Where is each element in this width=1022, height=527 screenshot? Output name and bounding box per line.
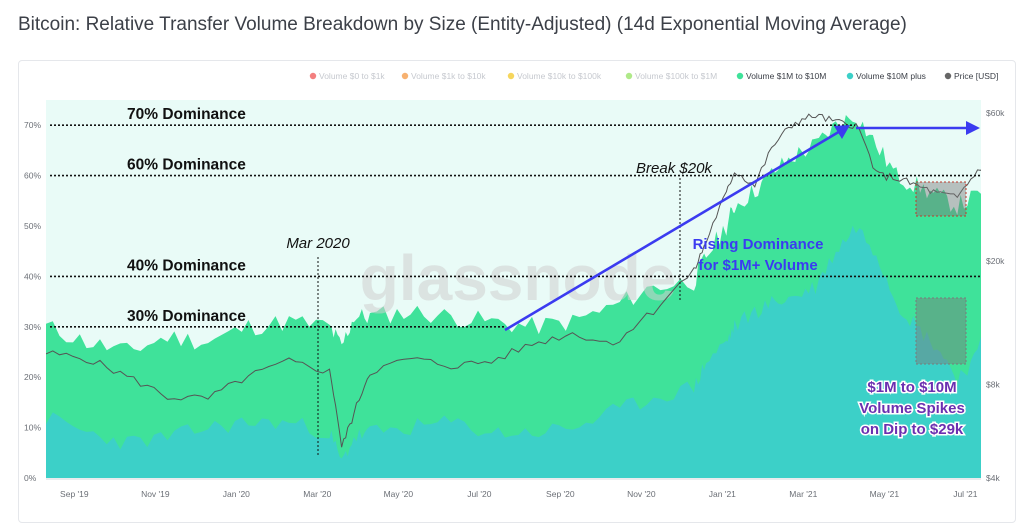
y-right-tick-label: $4k: [986, 473, 1000, 483]
x-tick-label: Mar '21: [789, 489, 817, 499]
x-tick-label: May '20: [384, 489, 414, 499]
x-tick-label: Jul '20: [467, 489, 492, 499]
dominance-label: 30% Dominance: [127, 308, 246, 325]
dominance-label: 70% Dominance: [127, 106, 246, 123]
legend-swatch-icon: [625, 72, 633, 80]
legend-label[interactable]: Volume $10M plus: [856, 71, 926, 81]
legend-swatch-icon: [944, 72, 952, 80]
legend-item[interactable]: Volume $10M plus: [846, 71, 926, 81]
y-tick-label: 10%: [24, 423, 41, 433]
x-tick-label: Sep '20: [546, 489, 575, 499]
legend-label[interactable]: Volume $0 to $1k: [319, 71, 385, 81]
series-area-10m-plus[interactable]: [46, 225, 998, 478]
x-tick-label: May '21: [870, 489, 900, 499]
legend-item[interactable]: Volume $10k to $100k: [507, 71, 602, 81]
annotation-rising-dominance-sub: for $1M+ Volume: [698, 257, 817, 274]
annotation-rising-dominance: Rising Dominance: [693, 236, 824, 253]
legend[interactable]: Volume $0 to $1k Volume $1k to $10k Volume…: [309, 71, 999, 81]
x-tick-label: Nov '20: [627, 489, 656, 499]
legend-item[interactable]: Price [USD]: [944, 71, 999, 81]
y-tick-label: 0%: [24, 473, 37, 483]
y-right-tick-label: $8k: [986, 380, 1000, 390]
legend-label[interactable]: Volume $10k to $100k: [517, 71, 602, 81]
y-right-tick-label: $60k: [986, 108, 1005, 118]
legend-swatch-icon: [309, 72, 317, 80]
y-tick-label: 60%: [24, 171, 41, 181]
annotation-break-20k: Break $20k: [636, 160, 713, 177]
highlight-box-dip-price: [915, 181, 967, 217]
legend-label[interactable]: Volume $1k to $10k: [411, 71, 486, 81]
x-tick-label: Sep '19: [60, 489, 89, 499]
y-right-tick-label: $20k: [986, 256, 1005, 266]
dominance-label: 60% Dominance: [127, 157, 246, 174]
watermark: glassnode: [360, 242, 677, 314]
legend-item[interactable]: Volume $1M to $10M: [736, 71, 827, 81]
plateau-arrow-head-icon: [966, 121, 980, 135]
price-line[interactable]: [46, 113, 998, 448]
legend-item[interactable]: Volume $1k to $10k: [401, 71, 487, 81]
legend-swatch-icon: [401, 72, 409, 80]
y-tick-label: 50%: [24, 221, 41, 231]
x-tick-label: Jul '21: [953, 489, 978, 499]
y-tick-label: 20%: [24, 372, 41, 382]
trend-arrow: [504, 128, 843, 332]
y-tick-label: 30%: [24, 322, 41, 332]
chart-title: Bitcoin: Relative Transfer Volume Breakd…: [18, 14, 907, 35]
y-tick-label: 40%: [24, 271, 41, 281]
y-tick-label: 70%: [24, 120, 41, 130]
annotation-mar-2020: Mar 2020: [286, 235, 350, 252]
highlight-box-spike-volume: [915, 297, 967, 365]
dominance-label: 40% Dominance: [127, 257, 246, 274]
chart-panel: [18, 60, 1016, 523]
annotation-spike: on Dip to $29k: [861, 421, 964, 438]
x-tick-label: Jan '20: [223, 489, 250, 499]
x-tick-label: Mar '20: [303, 489, 331, 499]
legend-item[interactable]: Volume $100k to $1M: [625, 71, 717, 81]
x-tick-label: Nov '19: [141, 489, 170, 499]
legend-swatch-icon: [736, 72, 744, 80]
legend-swatch-icon: [846, 72, 854, 80]
legend-swatch-icon: [507, 72, 515, 80]
trend-arrow-head-icon: [834, 125, 850, 139]
legend-label[interactable]: Volume $100k to $1M: [635, 71, 717, 81]
legend-item[interactable]: Volume $0 to $1k: [309, 71, 386, 81]
x-tick-label: Jan '21: [709, 489, 736, 499]
annotation-spike: Volume Spikes: [859, 400, 965, 417]
legend-label[interactable]: Price [USD]: [954, 71, 998, 81]
annotation-spike: $1M to $10M: [867, 379, 956, 396]
legend-label[interactable]: Volume $1M to $10M: [746, 71, 826, 81]
